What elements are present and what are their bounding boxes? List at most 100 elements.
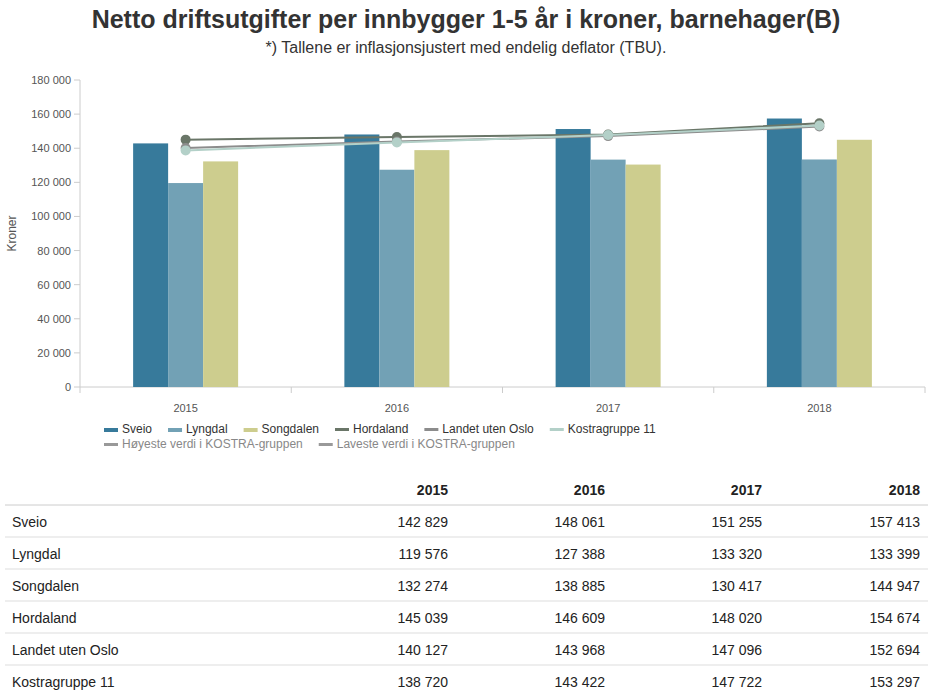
y-tick [74, 80, 80, 81]
table-cell: 133 320 [711, 546, 762, 562]
y-tick-label: 140 000 [31, 142, 71, 154]
y-tick [74, 318, 80, 319]
table-rule [5, 665, 928, 666]
x-tick-label: 2018 [807, 402, 831, 414]
table-cell: 142 829 [397, 514, 448, 530]
table-header: 2016 [574, 482, 605, 498]
legend-label: Laveste verdi i KOSTRA-gruppen [337, 437, 515, 451]
legend-label: Lyngdal [186, 422, 228, 436]
table-row-label: Songdalen [12, 578, 79, 594]
legend-swatch [550, 428, 564, 431]
table-header: 2017 [731, 482, 762, 498]
plot-area [133, 118, 872, 387]
bar [168, 183, 203, 387]
table-cell: 148 061 [554, 514, 605, 530]
y-tick [74, 114, 80, 115]
line-marker [603, 130, 613, 140]
line-marker [814, 121, 824, 131]
table-row-label: Lyngdal [12, 546, 61, 562]
y-axis: 020 00040 00060 00080 000100 000120 0001… [31, 74, 80, 393]
legend-swatch [424, 428, 438, 431]
line-marker [603, 130, 613, 140]
y-tick [74, 148, 80, 149]
table-cell: 145 039 [397, 610, 448, 626]
line [186, 126, 820, 151]
legend-swatch [104, 443, 118, 446]
table-cell: 153 297 [869, 674, 920, 690]
y-axis-label: Kroner [5, 215, 19, 251]
table-cell: 147 722 [711, 674, 762, 690]
legend-label: Høyeste verdi i KOSTRA-gruppen [122, 437, 303, 451]
table-cell: 146 609 [554, 610, 605, 626]
table-row-label: Kostragruppe 11 [12, 674, 115, 690]
table-cell: 147 096 [711, 642, 762, 658]
x-tick [713, 387, 714, 393]
bar [767, 119, 802, 387]
table: 2015201620172018Sveio142 829148 061151 2… [5, 482, 928, 690]
table-cell: 143 422 [554, 674, 605, 690]
y-tick [74, 352, 80, 353]
table-cell: 152 694 [869, 642, 920, 658]
legend-swatch [335, 428, 349, 431]
line-marker [181, 145, 191, 155]
y-tick-label: 0 [65, 381, 71, 393]
title: Netto driftsutgifter per innbygger 1-5 å… [92, 5, 841, 33]
table-row-label: Landet uten Oslo [12, 642, 119, 658]
table-cell: 151 255 [711, 514, 762, 530]
y-tick [74, 250, 80, 251]
bar [591, 160, 626, 387]
bar [344, 134, 379, 387]
table-cell: 133 399 [869, 546, 920, 562]
legend-label: Songdalen [262, 422, 319, 436]
bar [626, 165, 661, 387]
legend-swatch [319, 443, 333, 446]
bar [133, 143, 168, 387]
x-tick [502, 387, 503, 393]
subtitle: *) Tallene er inflasjonsjustert med ende… [266, 39, 667, 56]
table-header: 2018 [889, 482, 920, 498]
x-tick [291, 387, 292, 393]
bar [414, 150, 449, 387]
legend-swatch [168, 428, 182, 432]
y-tick [74, 387, 80, 388]
table-cell: 138 720 [397, 674, 448, 690]
table-row-label: Hordaland [12, 610, 77, 626]
table-cell: 127 388 [554, 546, 605, 562]
x-tick [80, 387, 81, 393]
table-cell: 144 947 [869, 578, 920, 594]
y-tick-label: 100 000 [31, 210, 71, 222]
legend-label: Landet uten Oslo [442, 422, 534, 436]
table-cell: 140 127 [397, 642, 448, 658]
table-cell: 138 885 [554, 578, 605, 594]
y-tick-label: 60 000 [37, 279, 71, 291]
bar [802, 159, 837, 387]
legend-label: Sveio [122, 422, 152, 436]
table-rule [5, 537, 928, 538]
y-tick [74, 216, 80, 217]
table-cell: 132 274 [397, 578, 448, 594]
table-row-label: Sveio [12, 514, 47, 530]
legend: SveioLyngdalSongdalenHordalandLandet ute… [104, 422, 656, 451]
table-cell: 148 020 [711, 610, 762, 626]
y-axis-line [80, 80, 81, 387]
legend-swatch [104, 428, 118, 432]
table-cell: 130 417 [711, 578, 762, 594]
y-tick-label: 40 000 [37, 313, 71, 325]
x-tick-label: 2017 [596, 402, 620, 414]
bar [556, 129, 591, 387]
table-rule [5, 633, 928, 634]
x-tick-label: 2015 [173, 402, 197, 414]
x-tick-label: 2016 [385, 402, 409, 414]
legend-label: Kostragruppe 11 [568, 422, 656, 436]
y-tick [74, 284, 80, 285]
figure: Netto driftsutgifter per innbygger 1-5 å… [0, 0, 932, 697]
legend-swatch [244, 428, 258, 432]
table-rule [5, 601, 928, 602]
line-marker [392, 137, 402, 147]
y-tick-label: 160 000 [31, 108, 71, 120]
bar [379, 170, 414, 387]
table-cell: 119 576 [398, 546, 448, 562]
x-tick [925, 387, 926, 393]
bar [837, 140, 872, 387]
bar [203, 161, 238, 387]
